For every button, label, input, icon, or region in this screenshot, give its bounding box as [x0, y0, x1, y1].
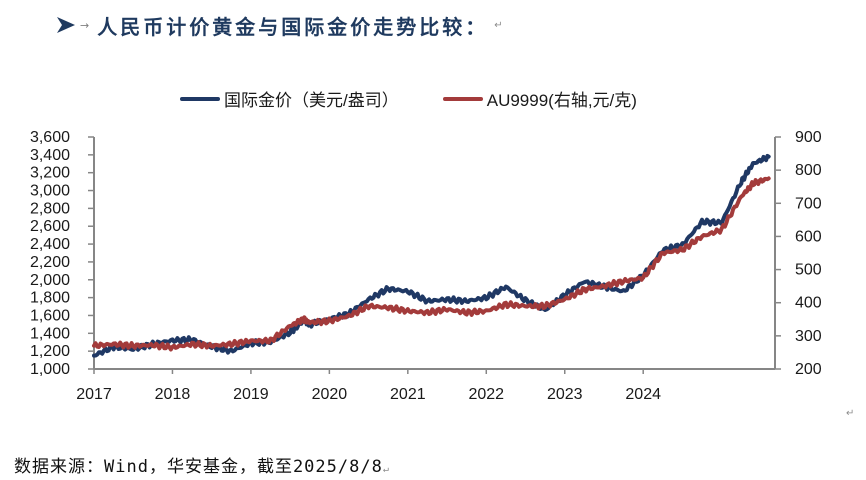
- legend-swatch-blue: [180, 96, 220, 101]
- y-tick-label: 3,600: [30, 129, 70, 146]
- y-tick-label: 2,000: [30, 272, 70, 289]
- legend-item-intl-gold: 国际金价（美元/盎司）: [180, 86, 399, 111]
- data-source-note: 数据来源：Wind，华安基金，截至2025/8/8↵: [14, 452, 390, 477]
- y-tick-label: 3,200: [30, 165, 70, 182]
- y2-tick-label: 700: [795, 195, 822, 212]
- chart-series: [92, 153, 771, 358]
- y2-tick-label: 600: [795, 228, 822, 245]
- y-tick-label: 1,600: [30, 307, 70, 324]
- x-tick-label: 2019: [233, 386, 269, 403]
- chart-axes: 1,0001,2001,4001,6001,8002,0002,2002,400…: [30, 129, 822, 403]
- y2-tick-label: 900: [795, 129, 822, 146]
- y-tick-label: 3,400: [30, 147, 70, 164]
- paragraph-mark-icon: ↵: [846, 408, 855, 419]
- arrow-bullet-icon: [57, 17, 75, 33]
- x-tick-label: 2024: [625, 386, 661, 403]
- y-tick-label: 1,200: [30, 343, 70, 360]
- paragraph-mark-icon: ↵: [494, 19, 503, 31]
- legend-item-au9999: AU9999(右轴,元/克): [442, 86, 637, 111]
- y-tick-label: 2,400: [30, 236, 70, 253]
- au9999-line: [92, 176, 771, 352]
- x-tick-label: 2022: [468, 386, 504, 403]
- source-text: 数据来源：Wind，华安基金，截至2025/8/8: [14, 457, 383, 477]
- y2-tick-label: 200: [795, 361, 822, 378]
- y-tick-label: 2,800: [30, 200, 70, 217]
- legend-label: AU9999(右轴,元/克): [486, 91, 637, 110]
- intl-gold-line: [92, 153, 771, 358]
- tab-arrow-icon: →: [80, 18, 90, 32]
- legend-swatch-red: [442, 96, 483, 101]
- x-tick-label: 2021: [390, 386, 426, 403]
- page-title: 人民币计价黄金与国际金价走势比较：: [97, 14, 489, 39]
- y2-tick-label: 500: [795, 262, 822, 279]
- chart-legend: 国际金价（美元/盎司） AU9999(右轴,元/克): [180, 86, 637, 111]
- paragraph-mark-icon: ↵: [382, 464, 390, 475]
- y-tick-label: 1,400: [30, 325, 70, 342]
- y-tick-label: 1,000: [30, 361, 70, 378]
- y2-tick-label: 800: [795, 162, 822, 179]
- x-tick-label: 2018: [155, 386, 191, 403]
- y2-tick-label: 300: [795, 328, 822, 345]
- legend-label: 国际金价（美元/盎司）: [224, 91, 399, 110]
- y2-tick-label: 400: [795, 295, 822, 312]
- x-tick-label: 2017: [76, 386, 112, 403]
- x-tick-label: 2023: [547, 386, 583, 403]
- y-tick-label: 1,800: [30, 290, 70, 307]
- x-tick-label: 2020: [312, 386, 348, 403]
- section-heading: → 人民币计价黄金与国际金价走势比较： ↵: [56, 10, 503, 40]
- y-tick-label: 2,200: [30, 254, 70, 271]
- y-tick-label: 2,600: [30, 218, 70, 235]
- y-tick-label: 3,000: [30, 183, 70, 200]
